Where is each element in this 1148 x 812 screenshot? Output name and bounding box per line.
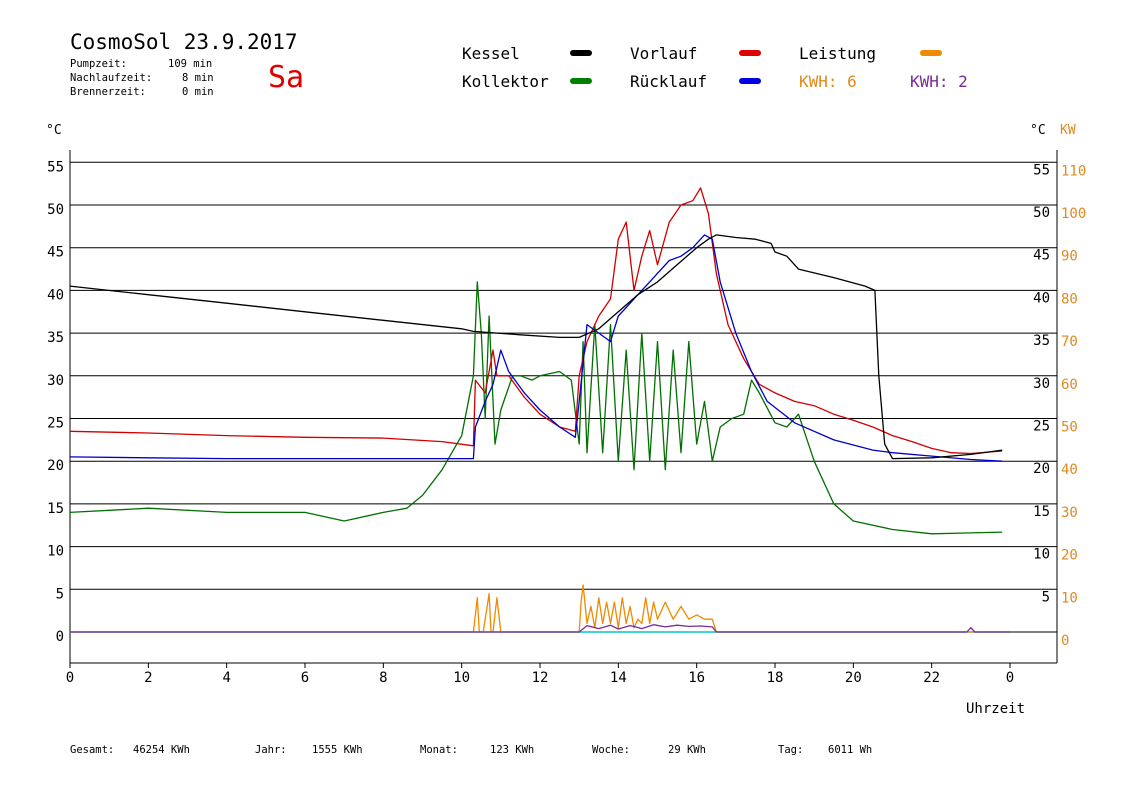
y-right-tick-label: 5	[1042, 589, 1050, 605]
woche-value: 29 KWh	[668, 744, 706, 756]
x-tick-label: 14	[610, 670, 627, 686]
legend-kollektor-swatch	[570, 78, 592, 84]
y-left-tick-label: 5	[56, 586, 64, 602]
vorlauf-series-line	[69, 187, 1003, 455]
x-tick-label: 4	[222, 670, 230, 686]
legend-kollektor-label: Kollektor	[462, 72, 549, 91]
legend-ruecklauf-swatch	[739, 78, 761, 84]
brennerzeit-value: 0 min	[182, 86, 214, 98]
weekday-label: Sa	[268, 60, 305, 95]
y2-tick-label: 80	[1061, 291, 1078, 307]
y-right-tick-label: 45	[1033, 248, 1050, 264]
y2-tick-label: 0	[1061, 633, 1069, 649]
kessel-series-line	[69, 234, 1003, 460]
x-tick-label: 22	[923, 670, 940, 686]
y2-tick-label: 100	[1061, 206, 1086, 222]
nachlaufzeit-label: Nachlaufzeit:	[70, 72, 153, 84]
gesamt-value: 46254 KWh	[133, 744, 190, 756]
jahr-value: 1555 KWh	[312, 744, 363, 756]
y-left-tick-label: 25	[47, 416, 64, 432]
legend-ruecklauf-label: Rücklauf	[630, 72, 708, 91]
y-left-tick-label: 15	[47, 501, 64, 517]
legend-kessel-swatch	[570, 50, 592, 56]
x-tick-label: 12	[532, 670, 549, 686]
legend-vorlauf-label: Vorlauf	[630, 44, 698, 63]
right-axis-unit: °C	[1030, 123, 1046, 138]
y2-tick-label: 20	[1061, 548, 1078, 564]
y2-tick-label: 50	[1061, 420, 1078, 436]
y2-tick-label: 30	[1061, 505, 1078, 521]
y2-tick-label: 110	[1061, 163, 1086, 179]
x-tick-label: 0	[66, 670, 74, 686]
tag-label: Tag:	[778, 744, 804, 756]
x-tick-label: 16	[688, 670, 705, 686]
y-left-tick-label: 50	[47, 202, 64, 218]
gesamt-label: Gesamt:	[70, 744, 115, 756]
pumpzeit-label: Pumpzeit:	[70, 58, 127, 70]
y-left-tick-label: 40	[47, 287, 64, 303]
y2-tick-label: 40	[1061, 462, 1078, 478]
x-axis-label: Uhrzeit	[966, 701, 1026, 717]
y2-tick-label: 10	[1061, 590, 1078, 606]
woche-label: Woche:	[592, 744, 630, 756]
x-tick-label: 0	[1006, 670, 1014, 686]
monat-label: Monat:	[420, 744, 458, 756]
y2-tick-label: 60	[1061, 377, 1078, 393]
ruecklauf-series-line	[69, 234, 1003, 462]
tag-value: 6011 Wh	[828, 744, 873, 756]
y-left-tick-label: 0	[56, 629, 64, 645]
y-left-tick-label: 35	[47, 330, 64, 346]
y-right-tick-label: 20	[1033, 461, 1050, 477]
legend-vorlauf-swatch	[739, 50, 761, 56]
leistung-series-line	[70, 584, 1010, 633]
y-right-tick-label: 25	[1033, 419, 1050, 435]
y-right-tick-label: 40	[1033, 290, 1050, 306]
y-right-tick-label: 55	[1033, 162, 1050, 178]
chart-title: CosmoSol 23.9.2017	[70, 30, 298, 54]
left-axis-unit: °C	[46, 123, 62, 138]
x-tick-label: 10	[453, 670, 470, 686]
y-left-tick-label: 55	[47, 159, 64, 175]
legend-kwh-orange: KWH: 6	[799, 72, 857, 91]
y-left-tick-label: 20	[47, 458, 64, 474]
jahr-label: Jahr:	[255, 744, 287, 756]
x-tick-label: 20	[845, 670, 862, 686]
x-tick-label: 6	[301, 670, 309, 686]
nachlaufzeit-value: 8 min	[182, 72, 214, 84]
legend-leistung-swatch	[920, 50, 942, 56]
pumpzeit-value: 109 min	[168, 58, 213, 70]
x-tick-label: 2	[144, 670, 152, 686]
y-right-tick-label: 10	[1033, 547, 1050, 563]
y2-tick-label: 90	[1061, 249, 1078, 265]
kwh-series-line	[70, 624, 1010, 633]
x-tick-label: 8	[379, 670, 387, 686]
right-axis-unit-kw: KW	[1060, 123, 1076, 138]
legend-kwh-purple: KWH: 2	[910, 72, 968, 91]
x-tick-label: 18	[767, 670, 784, 686]
y-right-tick-label: 15	[1033, 504, 1050, 520]
legend-kessel-label: Kessel	[462, 44, 520, 63]
kollektor-series-line	[69, 281, 1003, 535]
legend-leistung-label: Leistung	[799, 44, 877, 63]
y-right-tick-label: 50	[1033, 205, 1050, 221]
y-right-tick-label: 35	[1033, 333, 1050, 349]
y2-tick-label: 70	[1061, 334, 1078, 350]
brennerzeit-label: Brennerzeit:	[70, 86, 146, 98]
y-left-tick-label: 45	[47, 245, 64, 261]
monat-value: 123 KWh	[490, 744, 535, 756]
y-left-tick-label: 30	[47, 373, 64, 389]
y-right-tick-label: 30	[1033, 376, 1050, 392]
y-left-tick-label: 10	[47, 544, 64, 560]
